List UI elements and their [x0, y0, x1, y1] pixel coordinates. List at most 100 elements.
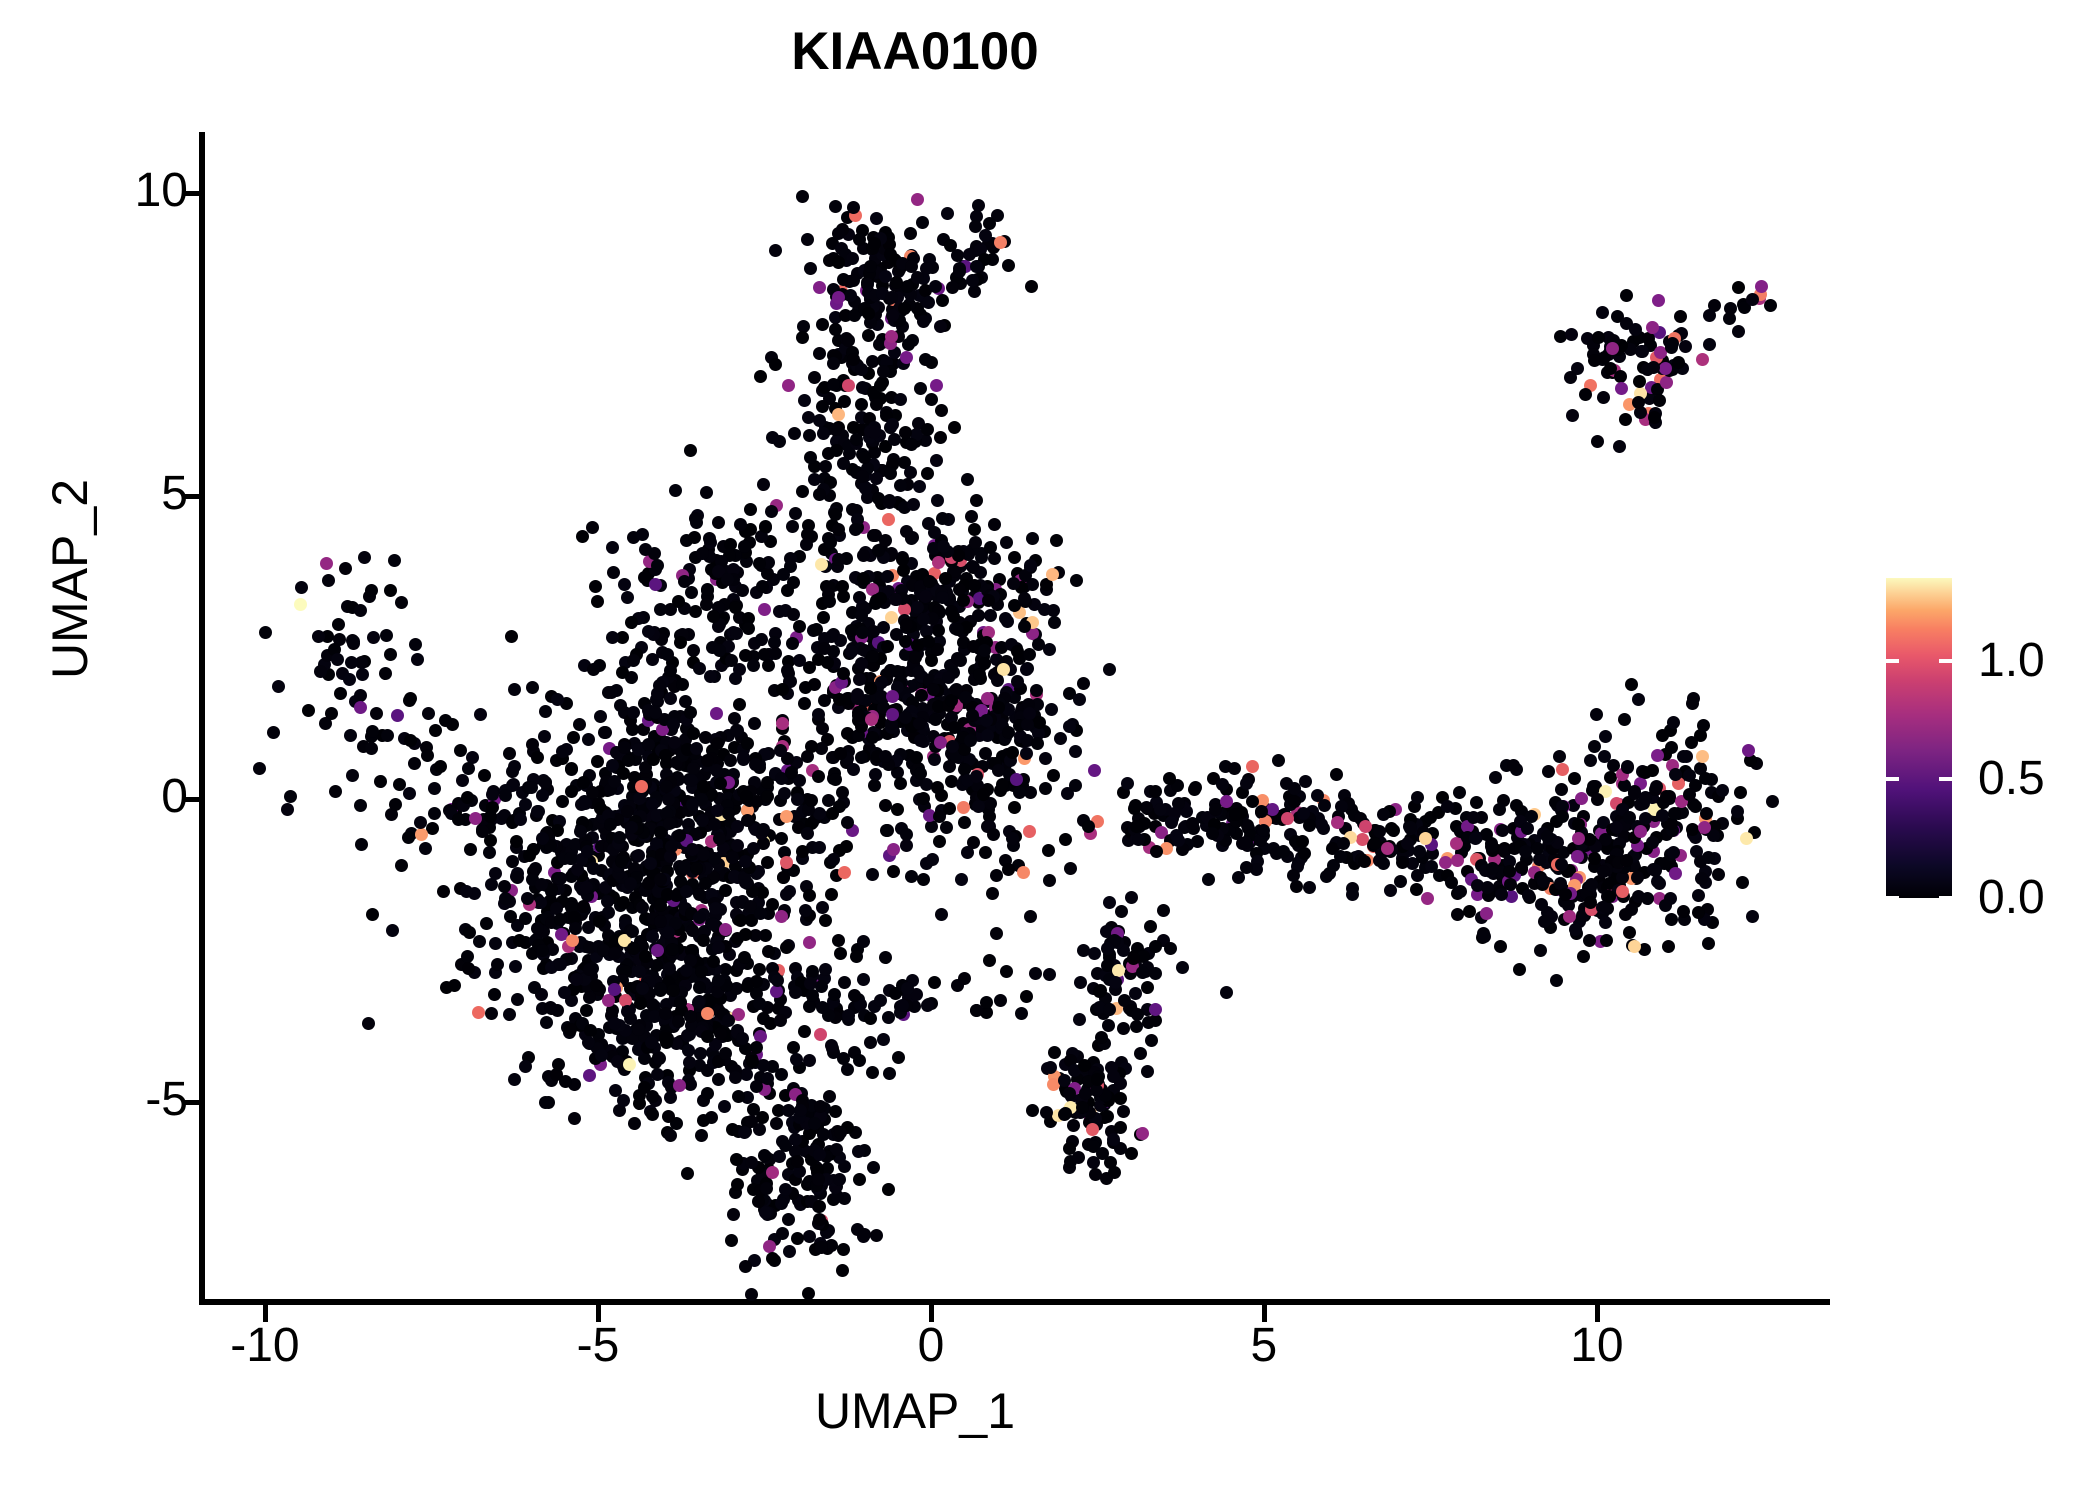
scatter-point [1763, 298, 1777, 312]
scatter-point [686, 842, 700, 856]
scatter-point [267, 726, 281, 740]
scatter-point [1666, 715, 1680, 729]
scatter-point [979, 995, 993, 1009]
scatter-point [555, 795, 569, 809]
scatter-point [1025, 1104, 1039, 1118]
scatter-point [673, 1079, 687, 1093]
scatter-point [804, 976, 818, 990]
scatter-point [684, 444, 698, 458]
scatter-point [817, 641, 831, 655]
scatter-point [936, 539, 950, 553]
scatter-point [1186, 816, 1200, 830]
scatter-point [813, 1028, 827, 1042]
scatter-point [869, 1229, 883, 1243]
scatter-point [876, 1032, 890, 1046]
scatter-point [782, 1212, 796, 1226]
scatter-point [600, 894, 614, 908]
scatter-point [900, 524, 914, 538]
scatter-point [690, 515, 704, 529]
scatter-point [960, 846, 974, 860]
scatter-point [1134, 1046, 1147, 1060]
scatter-point [1558, 888, 1572, 902]
scatter-point [1745, 910, 1759, 923]
scatter-point [795, 331, 809, 345]
scatter-point [606, 566, 620, 580]
scatter-point [626, 706, 640, 720]
scatter-point [294, 581, 308, 595]
scatter-point [370, 706, 384, 720]
scatter-point [1049, 534, 1063, 548]
scatter-point [652, 1052, 666, 1066]
scatter-point [1100, 941, 1114, 955]
scatter-point [1591, 331, 1605, 345]
scatter-point [667, 718, 681, 732]
x-tick-mark [1594, 1305, 1600, 1322]
scatter-point [972, 609, 986, 623]
scatter-point [899, 617, 913, 631]
scatter-point [663, 816, 677, 830]
scatter-point [355, 667, 369, 681]
colorbar-tick-mark [1939, 658, 1952, 663]
scatter-point [1087, 763, 1101, 777]
scatter-point [950, 622, 964, 636]
scatter-point [965, 273, 979, 287]
scatter-point [1069, 778, 1083, 792]
scatter-point [1037, 602, 1051, 616]
scatter-point [1530, 842, 1544, 856]
scatter-point [765, 431, 779, 445]
scatter-point [931, 556, 945, 570]
scatter-point [384, 808, 398, 822]
scatter-point [787, 426, 801, 440]
scatter-point [1603, 771, 1617, 785]
scatter-point [724, 754, 738, 768]
scatter-point [731, 932, 745, 946]
scatter-point [881, 823, 895, 837]
scatter-point [411, 653, 425, 666]
scatter-point [757, 603, 771, 617]
scatter-point [658, 749, 672, 763]
scatter-point [919, 262, 933, 276]
scatter-point [1651, 293, 1665, 307]
scatter-point [672, 829, 686, 843]
scatter-point [1723, 301, 1737, 315]
scatter-point [813, 281, 827, 295]
scatter-point [797, 1025, 811, 1039]
scatter-point [817, 1128, 831, 1142]
scatter-point [1092, 984, 1106, 998]
scatter-point [776, 1227, 790, 1241]
scatter-point [440, 980, 454, 994]
scatter-point [921, 635, 935, 649]
scatter-point [740, 737, 754, 751]
scatter-point [283, 790, 297, 804]
scatter-point [1477, 929, 1491, 943]
scatter-point [673, 995, 687, 1009]
scatter-point [593, 710, 607, 724]
scatter-point [1622, 926, 1636, 940]
scatter-point [1589, 708, 1603, 722]
scatter-point [1651, 748, 1665, 762]
scatter-point [1088, 946, 1102, 960]
scatter-point [1130, 1019, 1144, 1033]
scatter-point [1495, 823, 1509, 837]
scatter-point [798, 904, 812, 918]
scatter-point [1367, 836, 1381, 850]
scatter-point [846, 762, 860, 776]
scatter-point [597, 726, 611, 740]
scatter-point [947, 609, 961, 623]
scatter-point [817, 427, 831, 441]
scatter-point [413, 815, 427, 829]
scatter-point [774, 1197, 788, 1211]
scatter-point [1619, 289, 1633, 303]
scatter-point [648, 577, 662, 591]
scatter-point [1618, 907, 1632, 921]
scatter-point [1117, 1021, 1131, 1035]
scatter-point [1512, 963, 1526, 977]
scatter-point [659, 779, 673, 793]
scatter-point [528, 980, 542, 994]
scatter-point [365, 907, 379, 921]
scatter-point [1453, 786, 1467, 800]
scatter-point [900, 982, 914, 996]
scatter-point [1411, 868, 1425, 882]
scatter-point [462, 926, 476, 940]
scatter-point [1043, 968, 1057, 982]
